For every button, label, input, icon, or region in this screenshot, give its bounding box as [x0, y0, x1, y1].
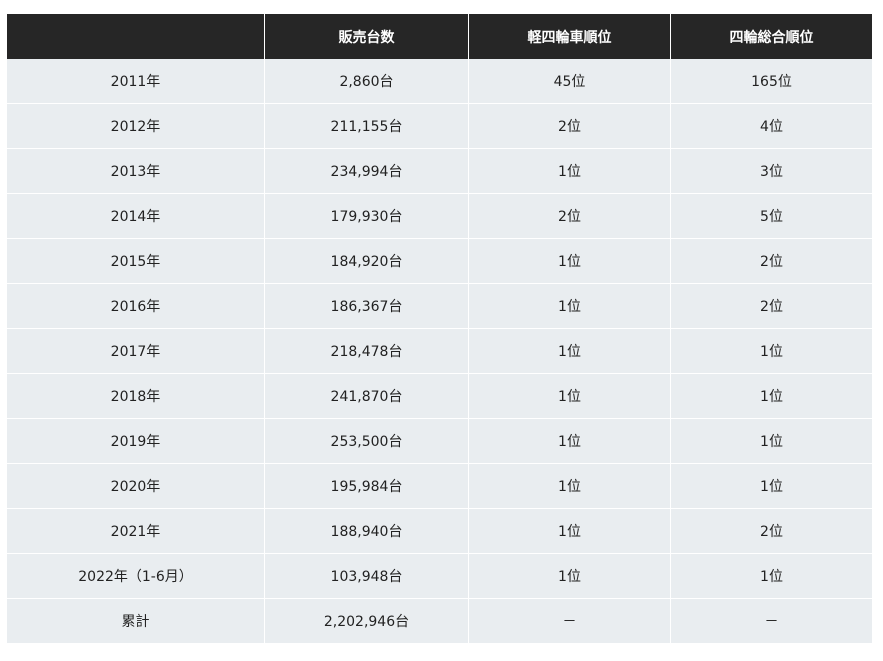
kei-rank-cell: 1位 [469, 554, 671, 599]
year-cell: 2020年 [7, 464, 265, 509]
year-cell: 2015年 [7, 239, 265, 284]
table-body: 2011年 2,860台 45位 165位 2012年 211,155台 2位 4位 2013年… [7, 59, 872, 644]
kei-rank-cell: 1位 [469, 374, 671, 419]
sales-units-cell: 234,994台 [265, 149, 469, 194]
kei-rank-cell: 1位 [469, 464, 671, 509]
table-row: 2011年 2,860台 45位 165位 [7, 59, 872, 104]
year-cell: 2017年 [7, 329, 265, 374]
header-kei-rank: 軽四輪車順位 [469, 14, 671, 59]
table-row: 2020年 195,984台 1位 1位 [7, 464, 872, 509]
year-cell: 2016年 [7, 284, 265, 329]
kei-rank-cell: － [469, 599, 671, 644]
header-overall-rank: 四輪総合順位 [671, 14, 872, 59]
overall-rank-cell: 1位 [671, 419, 872, 464]
kei-rank-cell: 1位 [469, 239, 671, 284]
year-cell: 2011年 [7, 59, 265, 104]
sales-units-cell: 195,984台 [265, 464, 469, 509]
overall-rank-cell: 1位 [671, 329, 872, 374]
table-row: 2021年 188,940台 1位 2位 [7, 509, 872, 554]
kei-rank-cell: 1位 [469, 329, 671, 374]
table-row: 2017年 218,478台 1位 1位 [7, 329, 872, 374]
sales-units-cell: 241,870台 [265, 374, 469, 419]
sales-ranking-table: 販売台数 軽四輪車順位 四輪総合順位 2011年 2,860台 45位 165位 201… [7, 14, 872, 644]
kei-rank-cell: 1位 [469, 284, 671, 329]
sales-units-cell: 253,500台 [265, 419, 469, 464]
kei-rank-cell: 1位 [469, 149, 671, 194]
table-row: 2018年 241,870台 1位 1位 [7, 374, 872, 419]
kei-rank-cell: 1位 [469, 509, 671, 554]
year-cell: 2012年 [7, 104, 265, 149]
overall-rank-cell: 4位 [671, 104, 872, 149]
year-cell: 2022年（1-6月） [7, 554, 265, 599]
kei-rank-cell: 1位 [469, 419, 671, 464]
kei-rank-cell: 45位 [469, 59, 671, 104]
table-row: 2016年 186,367台 1位 2位 [7, 284, 872, 329]
table-row: 2015年 184,920台 1位 2位 [7, 239, 872, 284]
sales-units-cell: 2,202,946台 [265, 599, 469, 644]
overall-rank-cell: － [671, 599, 872, 644]
overall-rank-cell: 1位 [671, 374, 872, 419]
overall-rank-cell: 2位 [671, 239, 872, 284]
year-cell: 2018年 [7, 374, 265, 419]
overall-rank-cell: 1位 [671, 554, 872, 599]
header-year [7, 14, 265, 59]
year-cell: 2014年 [7, 194, 265, 239]
year-cell: 2021年 [7, 509, 265, 554]
table-row: 累計 2,202,946台－－ [7, 599, 872, 644]
sales-units-cell: 211,155台 [265, 104, 469, 149]
table-row: 2022年（1-6月） 103,948台 1位 1位 [7, 554, 872, 599]
sales-units-cell: 103,948台 [265, 554, 469, 599]
header-row: 販売台数 軽四輪車順位 四輪総合順位 [7, 14, 872, 59]
kei-rank-cell: 2位 [469, 194, 671, 239]
overall-rank-cell: 3位 [671, 149, 872, 194]
overall-rank-cell: 2位 [671, 284, 872, 329]
sales-units-cell: 184,920台 [265, 239, 469, 284]
sales-units-cell: 188,940台 [265, 509, 469, 554]
table-row: 2019年 253,500台 1位 1位 [7, 419, 872, 464]
sales-units-cell: 2,860台 [265, 59, 469, 104]
table-row: 2014年 179,930台 2位 5位 [7, 194, 872, 239]
year-cell: 累計 [7, 599, 265, 644]
overall-rank-cell: 165位 [671, 59, 872, 104]
year-cell: 2013年 [7, 149, 265, 194]
table-row: 2013年 234,994台 1位 3位 [7, 149, 872, 194]
year-cell: 2019年 [7, 419, 265, 464]
overall-rank-cell: 2位 [671, 509, 872, 554]
kei-rank-cell: 2位 [469, 104, 671, 149]
header-sales-units: 販売台数 [265, 14, 469, 59]
sales-units-cell: 186,367台 [265, 284, 469, 329]
sales-units-cell: 179,930台 [265, 194, 469, 239]
overall-rank-cell: 1位 [671, 464, 872, 509]
table-header: 販売台数 軽四輪車順位 四輪総合順位 [7, 14, 872, 59]
sales-units-cell: 218,478台 [265, 329, 469, 374]
overall-rank-cell: 5位 [671, 194, 872, 239]
table-row: 2012年 211,155台 2位 4位 [7, 104, 872, 149]
